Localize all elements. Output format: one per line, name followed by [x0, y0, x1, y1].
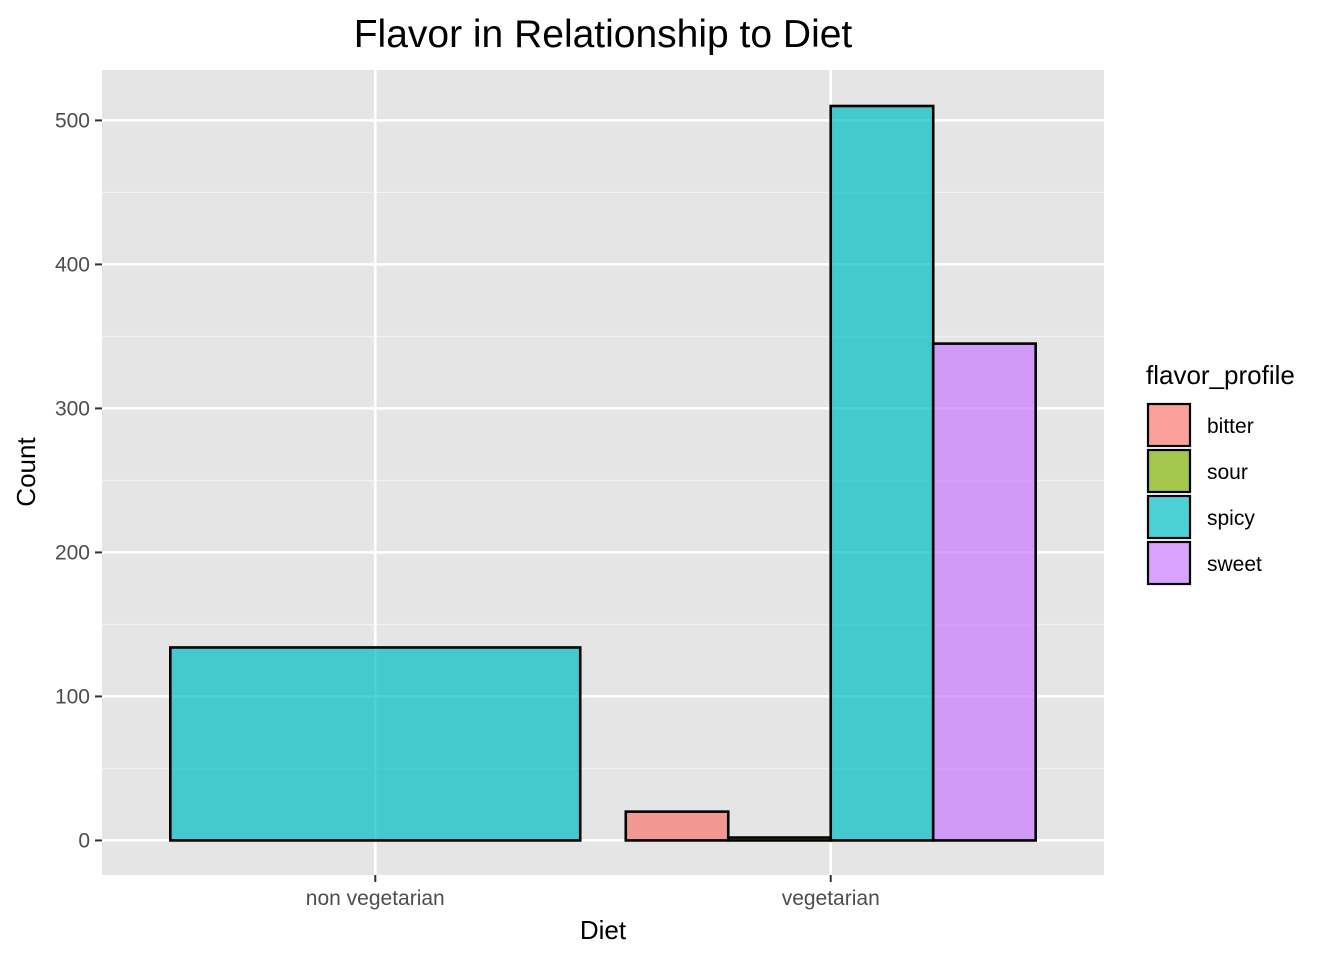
- legend-label-sweet: sweet: [1207, 553, 1262, 576]
- x-tick-label: vegetarian: [782, 887, 880, 910]
- x-tick-label: non vegetarian: [306, 887, 445, 910]
- legend-label-sour: sour: [1207, 461, 1248, 484]
- x-axis: non vegetarian vegetarian: [306, 875, 880, 910]
- legend: flavor_profile bitter sour spicy sweet: [1146, 360, 1295, 586]
- bar-spicy: [169, 646, 582, 842]
- x-axis-title: Diet: [580, 915, 627, 945]
- bar-sour: [726, 836, 833, 842]
- y-tick-label: 400: [55, 253, 90, 276]
- legend-key-sour: [1146, 448, 1192, 494]
- legend-label-spicy: spicy: [1207, 507, 1255, 530]
- legend-key-sweet: [1146, 540, 1192, 586]
- bars: [169, 104, 1037, 842]
- legend-title: flavor_profile: [1146, 360, 1295, 390]
- y-axis: 0 100 200 300 400 500: [55, 109, 102, 852]
- legend-label-bitter: bitter: [1207, 415, 1254, 438]
- bar-spicy: [829, 104, 935, 842]
- chart-title: Flavor in Relationship to Diet: [354, 13, 853, 56]
- y-tick-label: 500: [55, 109, 90, 132]
- y-tick-label: 0: [78, 829, 90, 852]
- legend-key-bitter: [1146, 402, 1192, 448]
- y-tick-label: 200: [55, 541, 90, 564]
- y-tick-label: 100: [55, 685, 90, 708]
- legend-key-spicy: [1146, 494, 1192, 540]
- y-axis-title: Count: [11, 437, 41, 507]
- y-tick-label: 300: [55, 397, 90, 420]
- bar-sweet: [931, 342, 1037, 842]
- bar-bitter: [624, 810, 730, 842]
